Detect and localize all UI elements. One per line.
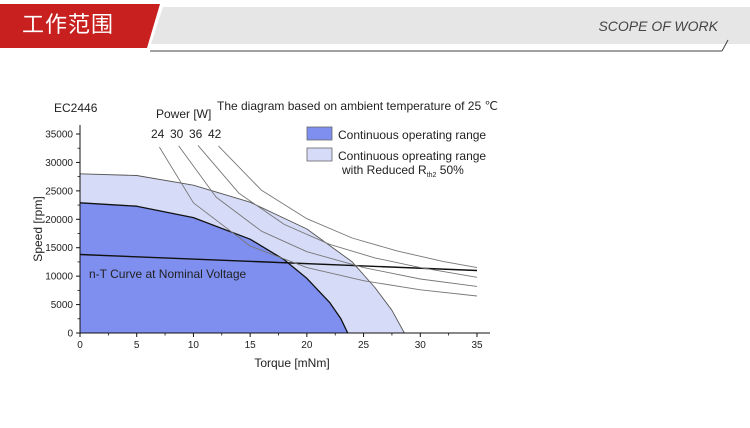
x-tick-label: 20	[301, 340, 313, 351]
line-continuous-opreating-range-with-reduced-rth2-50	[79, 173, 405, 334]
line-continuous-operating-range	[79, 202, 349, 334]
x-tick-label: 15	[245, 340, 257, 351]
y-tick-label: 25000	[45, 186, 73, 197]
power-curve-30	[178, 145, 478, 287]
legend-swatch-continuous	[306, 126, 333, 141]
y-tick-label: 35000	[45, 130, 73, 141]
page-subtitle: SCOPE OF WORK	[598, 18, 718, 34]
y-tick-label: 5000	[51, 300, 74, 311]
power-label: Power [W]	[156, 107, 211, 121]
chart-title: The diagram based on ambient temperature…	[217, 99, 498, 113]
area-continuous-operating-range	[80, 202, 348, 333]
y-tick-label: 10000	[45, 272, 73, 283]
y-tick-label: 15000	[45, 243, 73, 254]
legend-reduced-text: with Reduced R	[341, 163, 427, 177]
power-curve-36	[197, 145, 478, 278]
header-banner: 工作范围 SCOPE OF WORK	[0, 0, 750, 52]
x-tick-label: 0	[77, 340, 83, 351]
legend-label-reduced: Continuous opreating range	[338, 149, 486, 163]
power-curve-24	[159, 146, 478, 297]
tick-marks: 0 5 10 15 20 25 30 35 0 5000 10000 15000 20000 25000 3…	[45, 130, 483, 352]
banner-shapes	[0, 4, 750, 52]
power-value-30: 30	[170, 127, 184, 141]
x-tick-label: 35	[471, 340, 483, 351]
axes	[79, 125, 490, 334]
banner-bar	[151, 7, 750, 44]
power-value-24: 24	[151, 127, 165, 141]
model-label: EC2446	[54, 101, 98, 115]
line-n-t-curve-at-nominal-voltage	[79, 253, 478, 272]
nt-curve-label: n-T Curve at Nominal Voltage	[89, 267, 247, 281]
y-axis-label: Speed [rpm]	[31, 196, 45, 261]
area-fills	[80, 173, 405, 333]
x-tick-label: 25	[358, 340, 370, 351]
y-tick-label: 30000	[45, 158, 73, 169]
x-tick-label: 5	[134, 340, 140, 351]
legend-reduced-subscript: th2	[427, 172, 437, 179]
legend-label-continuous: Continuous operating range	[338, 128, 486, 142]
y-tick-label: 20000	[45, 215, 73, 226]
x-tick-label: 10	[188, 340, 200, 351]
x-axis-label: Torque [mNm]	[254, 356, 329, 370]
page-title: 工作范围	[22, 13, 115, 38]
legend-swatch-reduced	[306, 147, 333, 162]
banner-accent	[0, 4, 160, 48]
legend-label-reduced-line2: with Reduced Rth2 50%	[341, 163, 464, 179]
power-value-42: 42	[208, 127, 222, 141]
power-value-36: 36	[189, 127, 203, 141]
y-tick-label: 0	[67, 329, 73, 340]
banner-tick	[721, 39, 729, 52]
x-tick-label: 30	[415, 340, 427, 351]
legend-reduced-tail: 50%	[436, 163, 464, 177]
power-curve-42	[218, 145, 478, 269]
series-lines	[79, 145, 478, 334]
